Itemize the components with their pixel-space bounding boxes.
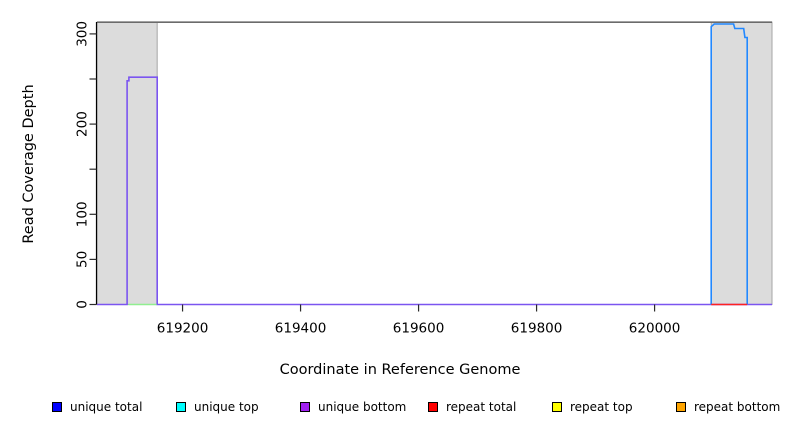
legend-label: unique bottom	[318, 400, 407, 414]
legend-label: repeat top	[570, 400, 633, 414]
legend-item-repeat-top: repeat top	[552, 399, 633, 415]
x-tick-label: 619600	[393, 321, 445, 337]
legend-swatch-repeat-top	[552, 402, 562, 412]
legend-item-unique-top: unique top	[176, 399, 259, 415]
y-tick-label: 0	[75, 300, 91, 309]
legend-item-unique-total: unique total	[52, 399, 142, 415]
legend-swatch-repeat-bottom	[676, 402, 686, 412]
legend-item-unique-bottom: unique bottom	[300, 399, 406, 415]
right-repeat-region	[710, 21, 773, 305]
legend-swatch-repeat-total	[428, 402, 438, 412]
x-tick-label: 620000	[629, 321, 681, 337]
legend-item-repeat-bottom: repeat bottom	[676, 399, 780, 415]
x-tick-label: 619400	[275, 321, 327, 337]
legend-item-repeat-total: repeat total	[428, 399, 516, 415]
x-tick-label: 619800	[511, 321, 563, 337]
legend-label: unique top	[194, 400, 259, 414]
y-axis-title: Read Coverage Depth	[21, 84, 37, 244]
x-axis-title: Coordinate in Reference Genome	[279, 362, 521, 378]
legend-swatch-unique-bottom	[300, 402, 310, 412]
legend: unique total unique top unique bottom repea…	[0, 399, 792, 419]
y-tick-label: 50	[75, 251, 91, 268]
legend-swatch-unique-total	[52, 402, 62, 412]
series-unique-bottom-coverage	[97, 76, 772, 306]
y-tick-label: 300	[75, 21, 91, 47]
legend-label: repeat bottom	[694, 400, 781, 414]
legend-label: repeat total	[446, 400, 517, 414]
legend-label: unique total	[70, 400, 143, 414]
y-tick-label: 100	[75, 201, 91, 227]
x-tick-label: 619200	[157, 321, 209, 337]
series-unique-total-coverage	[710, 23, 749, 305]
legend-swatch-unique-top	[176, 402, 186, 412]
y-tick-label: 200	[75, 111, 91, 137]
